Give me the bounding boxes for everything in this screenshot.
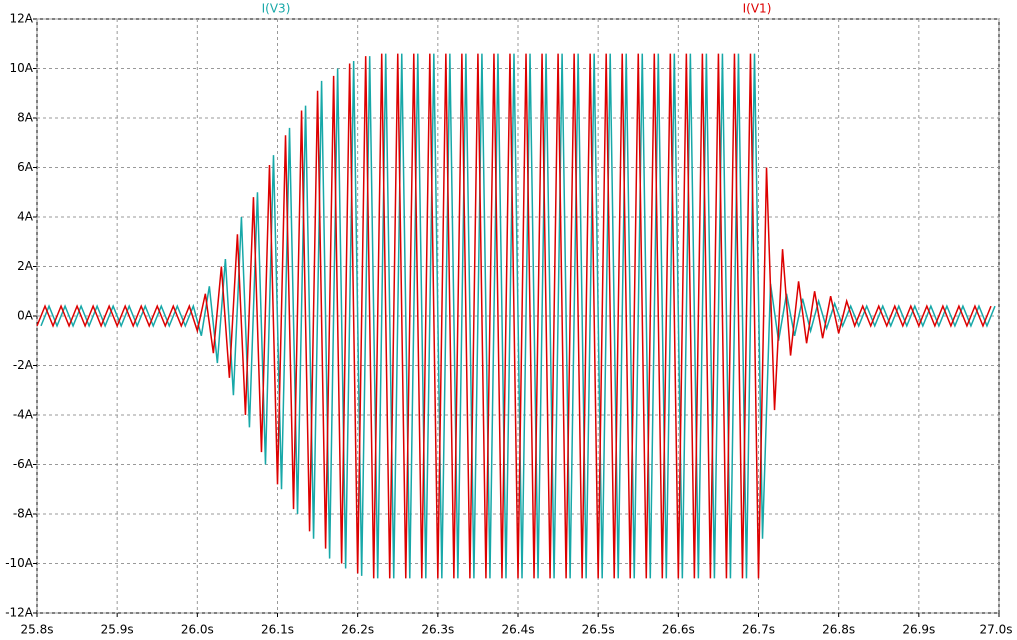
x-tick-label: 26.2s [341, 623, 374, 637]
y-tick-label: 0A [17, 309, 34, 323]
y-tick-label: -4A [13, 408, 34, 422]
x-tick-label: 26.6s [662, 623, 695, 637]
series-line [40, 53, 996, 579]
y-tick-label: 12A [10, 12, 34, 26]
series-line [36, 53, 992, 579]
y-tick-label: -12A [5, 606, 34, 620]
x-tick-label: 25.8s [21, 623, 54, 637]
x-tick-label: 26.7s [742, 623, 775, 637]
y-tick-label: -2A [13, 358, 34, 372]
x-tick-label: 26.1s [261, 623, 294, 637]
x-tick-label: 26.5s [582, 623, 615, 637]
y-tick-label: 8A [17, 111, 34, 125]
x-tick-label: 26.3s [421, 623, 454, 637]
y-tick-label: -8A [13, 507, 34, 521]
y-tick-label: 6A [17, 160, 34, 174]
x-tick-label: 26.0s [181, 623, 214, 637]
x-tick-label: 26.4s [502, 623, 535, 637]
x-tick-label: 25.9s [101, 623, 134, 637]
x-tick-label: 26.9s [902, 623, 935, 637]
y-tick-label: 2A [17, 259, 34, 273]
y-tick-label: -6A [13, 457, 34, 471]
legend-label: I(V1) [743, 2, 772, 16]
y-tick-label: -10A [5, 556, 34, 570]
y-tick-label: 10A [10, 61, 34, 75]
x-tick-label: 27.0s [980, 623, 1013, 637]
x-tick-label: 26.8s [822, 623, 855, 637]
y-tick-label: 4A [17, 210, 34, 224]
legend-label: I(V3) [262, 2, 291, 16]
